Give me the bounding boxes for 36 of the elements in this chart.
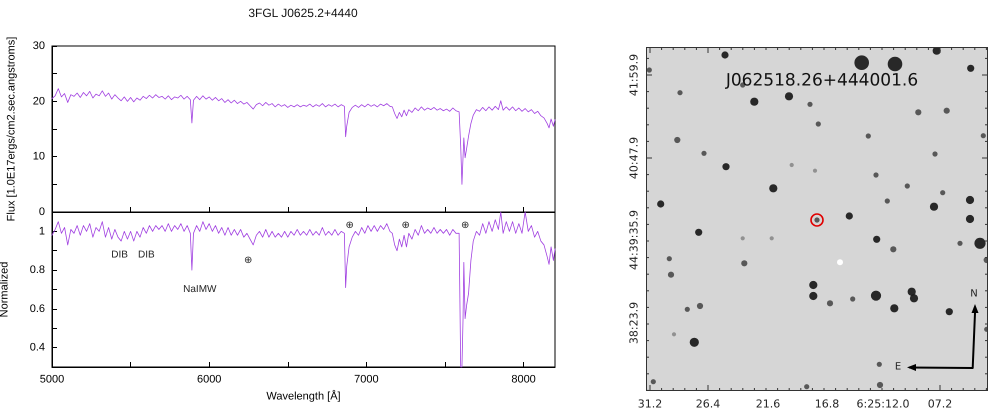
annotation: NaIMW bbox=[183, 284, 218, 295]
annotation: ⊕ bbox=[402, 220, 410, 232]
annotation: ⊕ bbox=[460, 220, 469, 232]
x-tick-label: 8000 bbox=[511, 374, 536, 386]
y-tick-label: 0.4 bbox=[30, 342, 45, 354]
y-tick-label: 0.8 bbox=[30, 264, 45, 276]
annotation: DIB bbox=[138, 250, 155, 260]
text: J062518.26+444001.6 bbox=[724, 70, 918, 90]
line-series bbox=[52, 88, 556, 185]
text: 41:59.9 bbox=[628, 54, 640, 96]
text: 21.6 bbox=[756, 398, 780, 410]
x-tick-label: 7000 bbox=[354, 374, 379, 386]
y-tick-label: 10 bbox=[32, 150, 45, 163]
text: N bbox=[970, 288, 978, 300]
x-tick-label: 5000 bbox=[40, 374, 64, 386]
x-axis-title: Wavelength [Å] bbox=[266, 390, 341, 402]
annotation: ⊕ bbox=[345, 220, 354, 232]
text: 40:47.9 bbox=[628, 136, 640, 180]
y-tick-label: 1 bbox=[38, 225, 45, 238]
text: 16.8 bbox=[814, 398, 840, 410]
text: 31.2 bbox=[638, 398, 662, 410]
y-tick-label: 20 bbox=[32, 95, 45, 108]
y-tick-label: 0 bbox=[38, 206, 45, 218]
annotation: ⊕ bbox=[244, 254, 252, 266]
annotation: DIB bbox=[111, 250, 128, 260]
y-tick-label: 30 bbox=[32, 40, 45, 52]
text: 26.4 bbox=[696, 398, 720, 410]
y-tick-label: 0.6 bbox=[30, 302, 45, 315]
text: E bbox=[894, 362, 902, 372]
text: 38:23.9 bbox=[628, 302, 640, 344]
x-tick-label: 6000 bbox=[196, 374, 222, 386]
text: 6:25:12.0 bbox=[856, 398, 910, 410]
text: 07.2 bbox=[928, 398, 952, 410]
chart-title: 3FGL J0625.2+4440 bbox=[248, 6, 358, 20]
y-axis-title: Flux [1.0E17ergs/cm2.sec.angstroms] bbox=[6, 36, 18, 222]
text: 44:39:35.9 bbox=[628, 210, 640, 270]
